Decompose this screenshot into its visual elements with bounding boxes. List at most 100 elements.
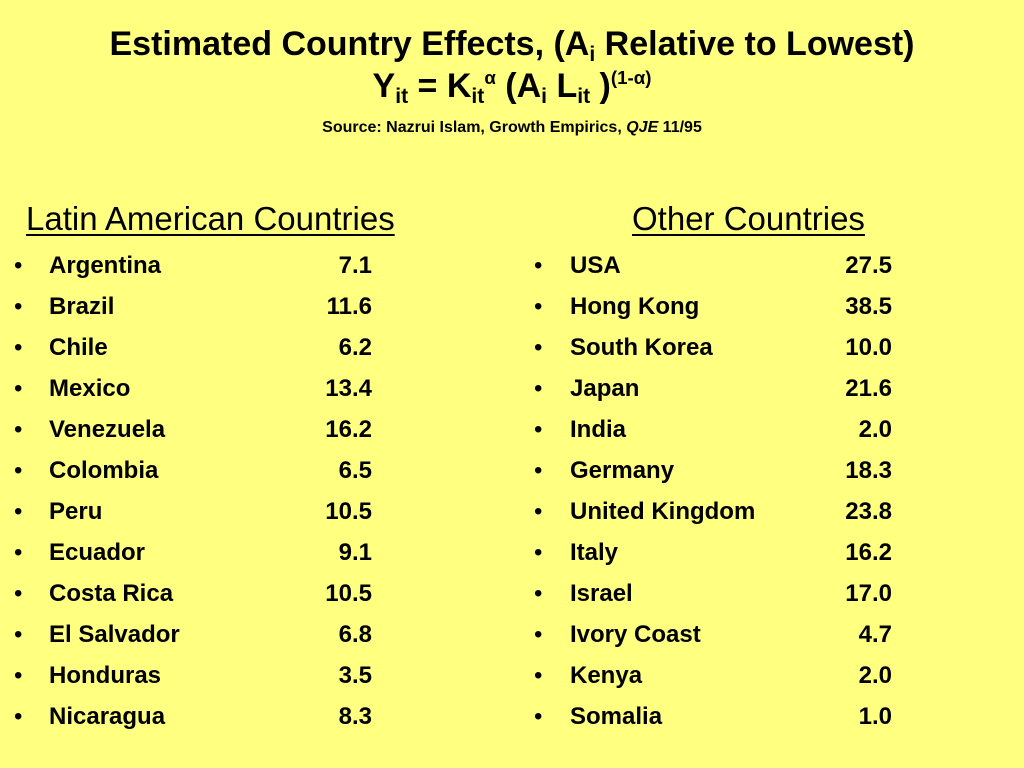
country-effect-value: 8.3 — [338, 703, 372, 730]
country-effect-value: 27.5 — [845, 252, 892, 279]
country-effect-value: 10.5 — [325, 580, 372, 607]
country-effect-value: 17.0 — [845, 580, 892, 607]
country-name: Costa Rica — [49, 580, 174, 607]
bullet-icon: • — [14, 375, 23, 402]
source-suffix: 11/95 — [658, 119, 702, 136]
list-item: • India 2.0 — [520, 414, 1024, 455]
source-journal: QJE — [626, 119, 659, 136]
eq-y-subscript: it — [395, 84, 409, 108]
country-name: Venezuela — [49, 416, 166, 443]
eq-l-subscript: it — [577, 84, 591, 108]
other-countries-list: • USA 27.5 • Hong Kong 38.5 • South Korea 10.0… — [520, 250, 1024, 742]
list-item: • Brazil 11.6 — [0, 291, 500, 332]
country-name: United Kingdom — [570, 498, 756, 525]
list-item: • Germany 18.3 — [520, 455, 1024, 496]
bullet-icon: • — [14, 498, 23, 525]
list-item: • Nicaragua 8.3 — [0, 701, 500, 742]
bullet-icon: • — [534, 457, 543, 484]
country-effect-value: 6.2 — [338, 334, 372, 361]
bullet-icon: • — [534, 539, 543, 566]
production-equation: Yit = Kitα (Ai Lit )(1-α) — [0, 66, 1024, 108]
country-effect-value: 1.0 — [858, 703, 892, 730]
eq-y: Y — [372, 67, 396, 105]
country-effect-value: 9.1 — [338, 539, 372, 566]
source-prefix: Source: Nazrui Islam, Growth Empirics, — [322, 119, 627, 136]
country-effect-value: 2.0 — [858, 662, 892, 689]
latin-american-heading: Latin American Countries — [26, 200, 395, 237]
country-effect-value: 2.0 — [858, 416, 892, 443]
bullet-icon: • — [534, 703, 543, 730]
country-effect-value: 6.8 — [338, 621, 372, 648]
country-name: South Korea — [570, 334, 713, 361]
country-effect-value: 23.8 — [845, 498, 892, 525]
eq-k-subscript: it — [471, 84, 485, 108]
source-citation: Source: Nazrui Islam, Growth Empirics, Q… — [0, 118, 1024, 138]
list-item: • El Salvador 6.8 — [0, 619, 500, 660]
eq-l: L — [547, 67, 578, 105]
bullet-icon: • — [534, 334, 543, 361]
country-name: Israel — [570, 580, 633, 607]
list-item: • Peru 10.5 — [0, 496, 500, 537]
other-countries-column: Other Countries • USA 27.5 • Hong Kong 38.5 … — [520, 198, 1024, 742]
country-name: Honduras — [49, 662, 162, 689]
list-item: • Mexico 13.4 — [0, 373, 500, 414]
bullet-icon: • — [534, 621, 543, 648]
title-text-end: Relative to Lowest) — [595, 25, 915, 63]
bullet-icon: • — [14, 662, 23, 689]
bullet-icon: • — [534, 293, 543, 320]
country-name: Argentina — [49, 252, 162, 279]
country-name: Italy — [570, 539, 619, 566]
bullet-icon: • — [14, 703, 23, 730]
list-item: • Hong Kong 38.5 — [520, 291, 1024, 332]
list-item: • Japan 21.6 — [520, 373, 1024, 414]
list-item: • Venezuela 16.2 — [0, 414, 500, 455]
country-name: Nicaragua — [49, 703, 166, 730]
bullet-icon: • — [14, 293, 23, 320]
country-name: El Salvador — [49, 621, 180, 648]
country-name: Hong Kong — [570, 293, 700, 320]
country-effect-value: 7.1 — [338, 252, 372, 279]
bullet-icon: • — [14, 539, 23, 566]
list-item: • Colombia 6.5 — [0, 455, 500, 496]
list-item: • USA 27.5 — [520, 250, 1024, 291]
country-name: Mexico — [49, 375, 131, 402]
country-name: Kenya — [570, 662, 643, 689]
country-name: USA — [570, 252, 621, 279]
latin-american-column: Latin American Countries • Argentina 7.1 •… — [0, 198, 500, 742]
title-subscript: i — [589, 42, 596, 66]
list-item: • Chile 6.2 — [0, 332, 500, 373]
eq-equals-k: = K — [408, 67, 472, 105]
country-effect-value: 13.4 — [325, 375, 372, 402]
country-effect-value: 10.5 — [325, 498, 372, 525]
country-effect-value: 38.5 — [845, 293, 892, 320]
country-effect-value: 11.6 — [326, 293, 372, 320]
list-item: • Italy 16.2 — [520, 537, 1024, 578]
eq-open-a: (A — [495, 67, 542, 105]
country-effect-value: 3.5 — [338, 662, 372, 689]
bullet-icon: • — [534, 416, 543, 443]
country-name: Germany — [570, 457, 675, 484]
country-name: Chile — [49, 334, 108, 361]
country-effect-value: 6.5 — [338, 457, 372, 484]
eq-close-paren: ) — [590, 67, 611, 105]
list-item: • Kenya 2.0 — [520, 660, 1024, 701]
bullet-icon: • — [14, 580, 23, 607]
country-effect-value: 4.7 — [858, 621, 892, 648]
country-name: Ecuador — [49, 539, 146, 566]
bullet-icon: • — [14, 252, 23, 279]
bullet-icon: • — [14, 416, 23, 443]
country-name: India — [570, 416, 627, 443]
list-item: • Somalia 1.0 — [520, 701, 1024, 742]
bullet-icon: • — [534, 580, 543, 607]
bullet-icon: • — [534, 375, 543, 402]
country-name: Colombia — [49, 457, 159, 484]
eq-a-subscript: i — [541, 84, 547, 108]
list-item: • United Kingdom 23.8 — [520, 496, 1024, 537]
country-name: Ivory Coast — [570, 621, 701, 648]
latin-american-list: • Argentina 7.1 • Brazil 11.6 • Chile 6.2 • Mex… — [0, 250, 500, 742]
slide-title: Estimated Country Effects, (Ai Relative … — [0, 22, 1024, 66]
country-name: Japan — [570, 375, 640, 402]
country-effect-value: 21.6 — [845, 375, 892, 402]
country-name: Somalia — [570, 703, 663, 730]
list-item: • Argentina 7.1 — [0, 250, 500, 291]
